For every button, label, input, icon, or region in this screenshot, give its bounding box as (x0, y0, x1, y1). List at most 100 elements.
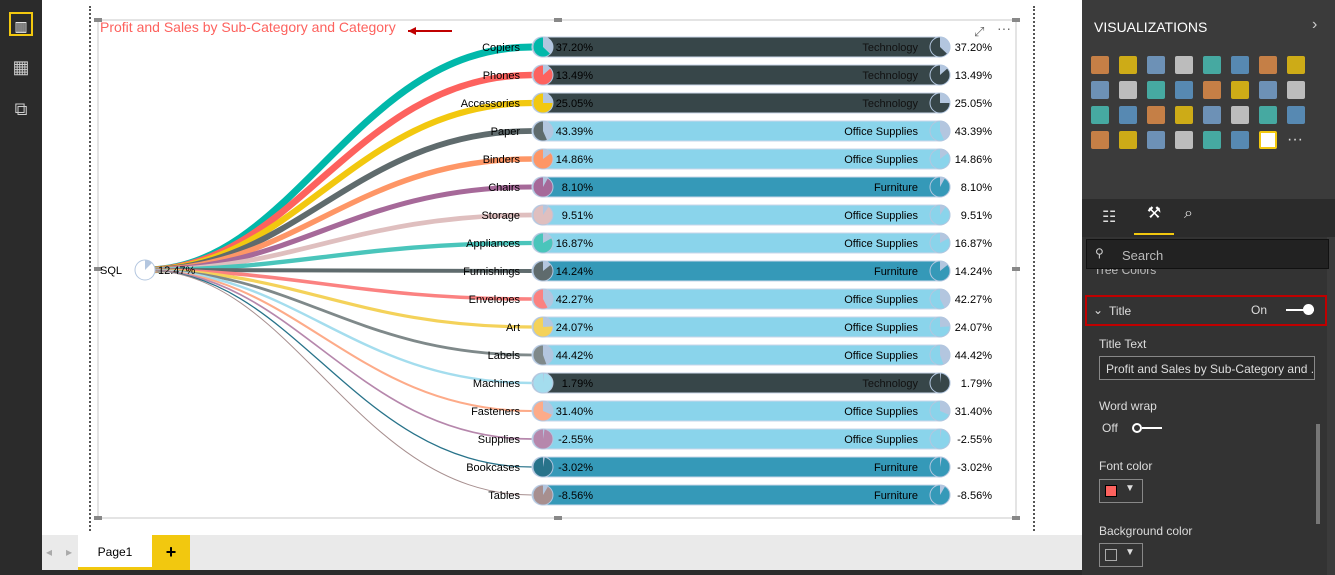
visual-type-icon[interactable] (1203, 56, 1221, 74)
section-tree-colors[interactable]: Tree Colors (1094, 269, 1156, 277)
category-value: 25.05% (955, 98, 993, 110)
category-pie-slice (940, 121, 950, 141)
category-label: Furniture (874, 462, 918, 474)
visual-type-icon[interactable] (1119, 81, 1137, 99)
visual-type-icon[interactable] (1147, 56, 1165, 74)
more-visuals-icon[interactable]: ··· (1287, 131, 1303, 148)
category-label: Technology (862, 70, 918, 82)
visual-type-icon[interactable] (1175, 106, 1193, 124)
scrollbar[interactable] (1316, 424, 1320, 524)
category-label: Office Supplies (844, 294, 918, 306)
format-pane: ⚲ Search Tree Colors ⌄ Title On Title Te… (1082, 237, 1329, 575)
word-wrap-toggle[interactable] (1132, 422, 1164, 434)
visual-type-icon[interactable] (1231, 131, 1249, 149)
model-view-icon[interactable]: ⧉ (14, 99, 28, 119)
background-color-label: Background color (1099, 524, 1193, 538)
subcategory-pie-slice (543, 485, 549, 495)
resize-handle (1012, 267, 1020, 271)
category-value: 14.24% (955, 266, 993, 278)
visual-type-icon[interactable] (1147, 106, 1165, 124)
format-tab-icon[interactable]: ⚒ (1134, 203, 1174, 235)
analytics-tab-icon[interactable]: ⌕ (1184, 205, 1193, 222)
search-input[interactable]: ⚲ Search (1086, 239, 1329, 269)
subcategory-value: 25.05% (556, 98, 594, 110)
subcategory-label: Binders (483, 154, 521, 166)
visual-type-icon[interactable] (1147, 81, 1165, 99)
fields-tab-icon[interactable]: ☷ (1102, 209, 1117, 226)
visual-type-icon[interactable] (1091, 81, 1109, 99)
tree-colors-label: Tree Colors (1094, 269, 1157, 277)
subcategory-pie-slice (543, 345, 553, 365)
category-label: Office Supplies (844, 238, 918, 250)
resize-handle (1012, 18, 1020, 22)
font-color-picker[interactable]: ▼ (1099, 479, 1143, 503)
category-value: 8.10% (961, 182, 992, 194)
visual-type-icon[interactable] (1259, 81, 1277, 99)
focus-mode-icon[interactable]: ⤢ (974, 24, 985, 39)
subcategory-value: -3.02% (558, 462, 593, 474)
subcategory-value: 13.49% (556, 70, 594, 82)
visual-type-icon[interactable] (1287, 56, 1305, 74)
subcategory-label: Fasteners (471, 406, 520, 418)
category-value: 37.20% (955, 42, 993, 54)
title-text-input[interactable]: Profit and Sales by Sub-Category and ... (1099, 356, 1315, 380)
search-placeholder: Search (1122, 248, 1164, 263)
visual-type-icon[interactable] (1287, 106, 1305, 124)
tree-chart: Copiers 37.20% Technology 37.20% Phones 13.49… (94, 18, 1020, 520)
visual-type-icon[interactable] (1287, 81, 1305, 99)
visual-type-icon[interactable] (1175, 131, 1193, 149)
category-label: Furniture (874, 266, 918, 278)
subcategory-pie-slice (543, 373, 545, 383)
visual-type-icon[interactable] (1119, 56, 1137, 74)
visual-type-icon[interactable] (1175, 56, 1193, 74)
more-options-icon[interactable]: ··· (997, 20, 1011, 36)
tree-link (144, 268, 533, 357)
tab-page1[interactable]: Page1 (78, 535, 152, 570)
next-page-icon[interactable]: ▸ (66, 545, 73, 559)
title-toggle[interactable] (1286, 309, 1314, 311)
data-view-icon[interactable]: ▦ (12, 57, 30, 77)
visual-type-icon[interactable] (1119, 106, 1137, 124)
visual-type-icon[interactable] (1231, 81, 1249, 99)
section-title[interactable]: ⌄ Title On (1085, 295, 1327, 326)
visual-type-icon[interactable] (1203, 131, 1221, 149)
visual-type-icon[interactable] (1147, 131, 1165, 149)
visual-type-icon[interactable] (1119, 131, 1137, 149)
category-pie-slice (940, 233, 949, 243)
subcategory-value: 1.79% (562, 378, 593, 390)
visual-type-icon[interactable] (1203, 106, 1221, 124)
category-label: Technology (862, 98, 918, 110)
resize-handle (94, 267, 102, 271)
visual-type-icon[interactable] (1259, 56, 1277, 74)
subcategory-label: Art (506, 322, 520, 334)
visual-type-icon[interactable] (1231, 106, 1249, 124)
add-page-button[interactable]: + (152, 535, 190, 570)
visual-type-icon[interactable] (1091, 106, 1109, 124)
category-value: 1.79% (961, 378, 992, 390)
tree-link (144, 268, 533, 385)
title-section-label: Title (1109, 304, 1132, 318)
resize-handle (554, 516, 562, 520)
category-pie-slice (940, 401, 950, 415)
prev-page-icon[interactable]: ◂ (46, 545, 53, 559)
visual-type-icon[interactable] (1259, 106, 1277, 124)
tree-link (144, 268, 533, 413)
visual-type-icon[interactable] (1175, 81, 1193, 99)
category-value: 14.86% (955, 154, 993, 166)
visual-type-icon[interactable] (1231, 56, 1249, 74)
report-view-icon[interactable]: ▥ (9, 12, 33, 36)
dropdown-icon: ▼ (1125, 547, 1135, 558)
visual-type-icon[interactable] (1091, 56, 1109, 74)
subcategory-label: Storage (481, 210, 520, 222)
network-visual-icon[interactable] (1259, 131, 1277, 149)
collapse-pane-icon[interactable]: › (1312, 16, 1318, 33)
subcategory-label: Supplies (478, 434, 521, 446)
subcategory-pie-slice (543, 429, 545, 439)
visual-type-icon[interactable] (1203, 81, 1221, 99)
background-color-picker[interactable]: ▼ (1099, 543, 1143, 567)
subcategory-value: 16.87% (556, 238, 594, 250)
title-toggle-label: On (1251, 303, 1268, 317)
visual-type-icon[interactable] (1091, 131, 1109, 149)
subcategory-pie-slice (543, 233, 552, 243)
status-bar (0, 570, 1335, 575)
